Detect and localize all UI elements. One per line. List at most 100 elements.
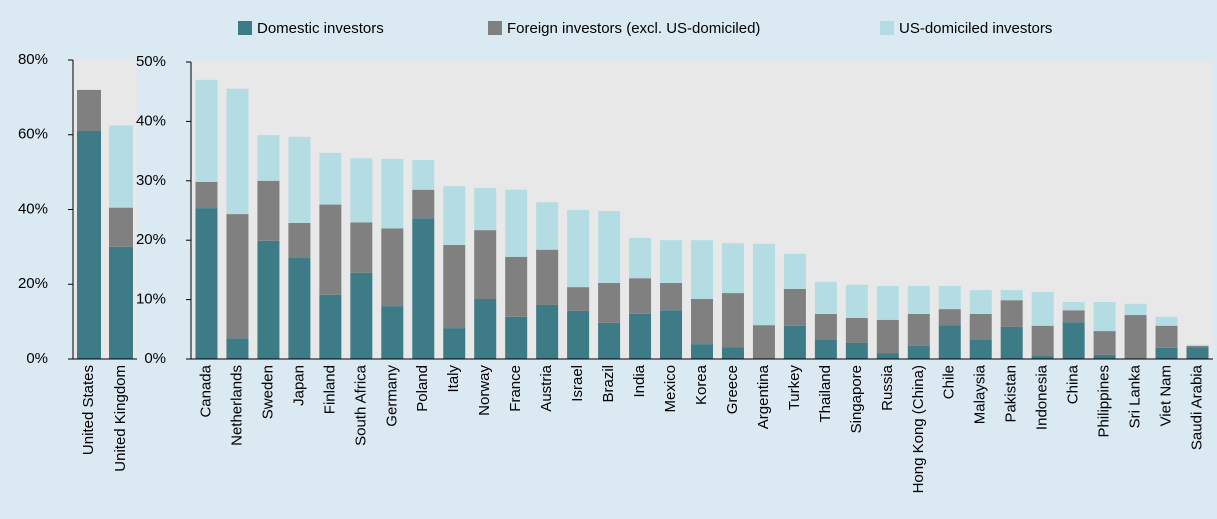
bar-segment bbox=[938, 309, 961, 326]
bar-segment bbox=[1062, 301, 1085, 311]
bar-segment bbox=[1186, 344, 1209, 346]
x-tick-label: United Kingdom bbox=[112, 365, 129, 472]
x-tick-label: Argentina bbox=[755, 364, 772, 429]
bar-segment bbox=[1155, 316, 1178, 326]
x-tick-label: Turkey bbox=[786, 365, 803, 411]
bar-segment bbox=[814, 339, 837, 359]
bar-segment bbox=[1031, 291, 1054, 326]
bar-segment bbox=[288, 222, 311, 259]
bar-segment bbox=[845, 342, 868, 359]
bar-segment bbox=[752, 325, 775, 359]
bar-segment bbox=[195, 208, 218, 359]
bar-segment bbox=[474, 187, 497, 231]
x-tick-label: France bbox=[507, 365, 524, 412]
y-tick-label: 10% bbox=[136, 291, 166, 308]
bar-segment bbox=[443, 244, 466, 329]
bar-segment bbox=[1093, 301, 1116, 332]
bar-segment bbox=[257, 240, 280, 359]
bar-segment bbox=[567, 287, 590, 311]
bar-segment bbox=[691, 240, 713, 300]
x-tick-label: Japan bbox=[290, 365, 307, 406]
bar-segment bbox=[226, 88, 249, 215]
bar-segment bbox=[876, 319, 899, 354]
bar-segment bbox=[629, 313, 652, 359]
legend-label: US-domiciled investors bbox=[899, 20, 1052, 37]
y-tick-label: 0% bbox=[144, 350, 166, 367]
bar-segment bbox=[412, 218, 435, 359]
bar-segment bbox=[907, 345, 930, 359]
bar-segment bbox=[109, 207, 133, 247]
bar-segment bbox=[1155, 325, 1178, 348]
legend-swatch bbox=[488, 21, 502, 35]
bar-segment bbox=[876, 353, 899, 359]
bar-segment bbox=[443, 328, 466, 359]
bar-segment bbox=[505, 189, 528, 257]
bar-segment bbox=[319, 152, 342, 205]
bar-segment bbox=[195, 181, 218, 209]
bar-segment bbox=[536, 249, 559, 305]
x-tick-label: South Africa bbox=[352, 364, 369, 446]
bar-segment bbox=[257, 135, 280, 181]
bar-segment bbox=[505, 316, 528, 359]
bar-segment bbox=[1186, 345, 1209, 348]
bar-segment bbox=[1093, 331, 1116, 355]
x-tick-label: Finland bbox=[321, 365, 338, 414]
legend-swatch bbox=[880, 21, 894, 35]
bar-segment bbox=[350, 272, 373, 359]
x-tick-label: Hong Kong (China) bbox=[910, 365, 927, 493]
bar-segment bbox=[660, 310, 683, 359]
y-tick-label: 80% bbox=[18, 51, 48, 68]
bar-segment bbox=[783, 325, 806, 359]
x-tick-label: Canada bbox=[197, 364, 214, 417]
bar-segment bbox=[691, 344, 713, 359]
bar-segment bbox=[1124, 303, 1147, 316]
bar-segment bbox=[938, 325, 961, 359]
x-tick-label: Viet Nam bbox=[1158, 365, 1175, 426]
bar-segment bbox=[474, 230, 497, 300]
bar-segment bbox=[567, 209, 590, 288]
bar-segment bbox=[412, 189, 435, 219]
bar-segment bbox=[876, 285, 899, 320]
bar-segment bbox=[721, 243, 744, 294]
x-tick-label: Greece bbox=[724, 365, 741, 414]
bar-segment bbox=[226, 338, 249, 359]
bar-segment bbox=[783, 288, 806, 326]
x-tick-label: Poland bbox=[414, 365, 431, 412]
bar-segment bbox=[814, 281, 837, 314]
bar-segment bbox=[536, 202, 559, 250]
bar-segment bbox=[381, 228, 404, 307]
x-tick-label: Brazil bbox=[600, 365, 617, 403]
bar-segment bbox=[109, 125, 133, 208]
bar-segment bbox=[288, 258, 311, 359]
bar-segment bbox=[567, 310, 590, 359]
x-tick-label: United States bbox=[80, 365, 97, 455]
bar-segment bbox=[77, 89, 101, 132]
bar-segment bbox=[1062, 310, 1085, 323]
bar-segment bbox=[907, 285, 930, 314]
bar-segment bbox=[721, 347, 744, 359]
bar-segment bbox=[629, 237, 652, 279]
bar-segment bbox=[845, 284, 868, 319]
x-tick-label: Netherlands bbox=[228, 365, 245, 446]
bar-segment bbox=[1000, 290, 1023, 301]
bar-segment bbox=[381, 158, 404, 229]
bar-segment bbox=[1124, 315, 1147, 359]
bar-segment bbox=[660, 240, 683, 283]
bar-segment bbox=[814, 313, 837, 340]
bar-segment bbox=[845, 318, 868, 343]
x-tick-label: Germany bbox=[383, 365, 400, 427]
bar-segment bbox=[969, 339, 992, 359]
x-tick-label: Indonesia bbox=[1034, 364, 1051, 430]
bar-segment bbox=[319, 204, 342, 295]
bar-segment bbox=[505, 256, 528, 317]
bar-segment bbox=[629, 278, 652, 314]
y-tick-label: 40% bbox=[136, 112, 166, 129]
bar-segment bbox=[598, 211, 621, 283]
y-tick-label: 0% bbox=[26, 350, 48, 367]
y-tick-label: 20% bbox=[136, 231, 166, 248]
bar-segment bbox=[1000, 326, 1023, 359]
bar-segment bbox=[226, 214, 249, 339]
bar-segment bbox=[938, 285, 961, 310]
x-tick-label: Singapore bbox=[848, 365, 865, 433]
